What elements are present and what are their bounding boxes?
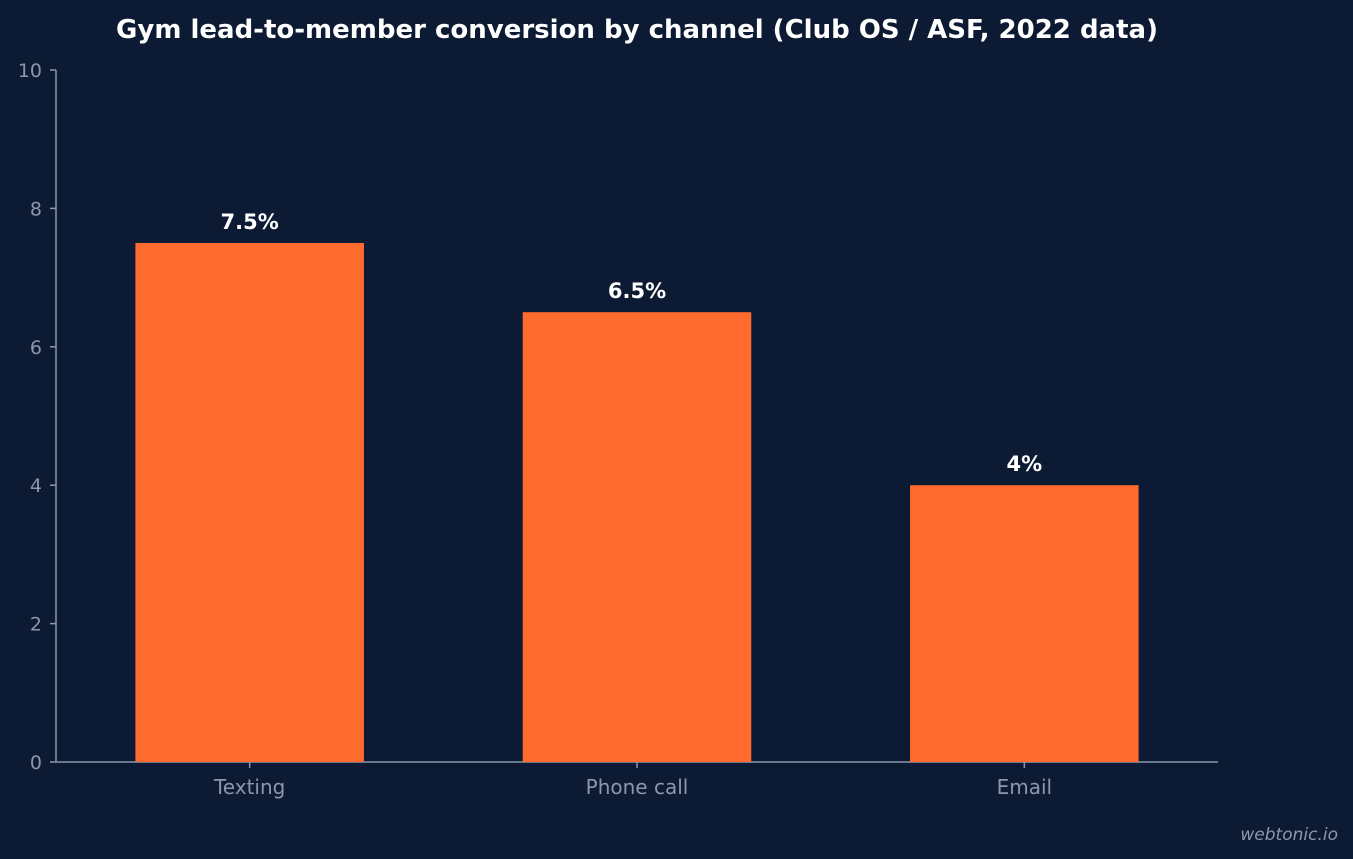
x-axis: Texting Phone call Email: [56, 761, 1218, 799]
bar-texting: [135, 243, 364, 762]
chart-title: Gym lead-to-member conversion by channel…: [116, 15, 1158, 45]
data-label: 6.5%: [608, 279, 666, 303]
bar-email: [910, 485, 1139, 762]
y-tick-label: 0: [30, 752, 42, 774]
y-tick-label: 8: [30, 198, 42, 220]
y-tick-label: 4: [30, 475, 42, 497]
y-axis: 0 2 4 6 8 10: [18, 60, 57, 774]
data-label: 4%: [1007, 452, 1043, 476]
y-tick-label: 2: [30, 614, 42, 636]
y-tick-label: 6: [30, 337, 42, 359]
watermark: webtonic.io: [1240, 825, 1338, 845]
data-label: 7.5%: [221, 210, 279, 234]
y-tick-label: 10: [18, 60, 42, 82]
x-tick-label: Phone call: [586, 775, 689, 799]
bars-group: [135, 243, 1139, 762]
bar-phone-call: [522, 312, 752, 762]
x-tick-label: Email: [997, 775, 1053, 799]
data-labels-group: 7.5% 6.5% 4%: [221, 210, 1043, 476]
x-tick-label: Texting: [213, 775, 285, 799]
